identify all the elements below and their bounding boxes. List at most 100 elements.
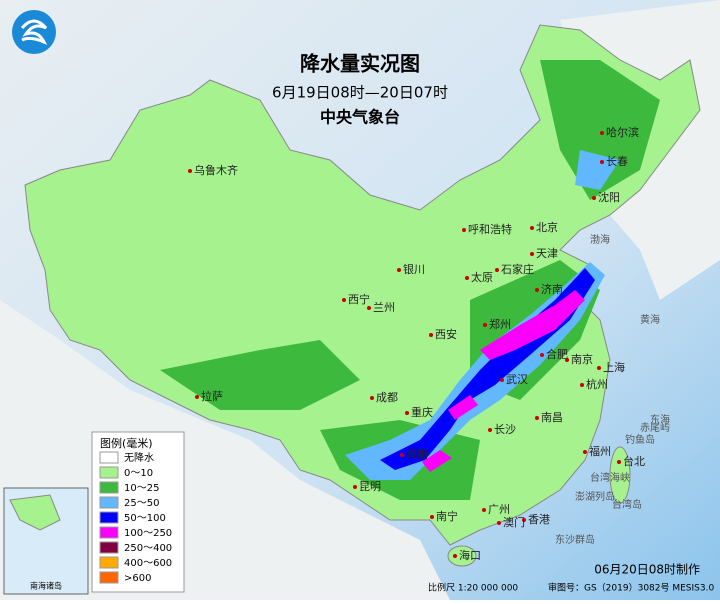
place-label: 钓鱼岛 (625, 433, 655, 446)
city-label: 长沙 (494, 423, 516, 436)
place-label: 赤尾屿 (640, 422, 670, 434)
inset-land (9, 494, 61, 531)
city-dot (483, 323, 487, 327)
city-dot (580, 383, 584, 387)
city-dot (370, 396, 374, 400)
legend-swatch (99, 451, 119, 464)
city-label: 石家庄 (501, 262, 534, 276)
rain-100-250 (422, 290, 585, 472)
legend-label: 25～50 (124, 498, 159, 509)
city-dot (617, 460, 621, 464)
city-dot (353, 485, 357, 489)
place-label: 东海 (650, 413, 670, 426)
inset-title: 南海诸岛 (30, 581, 62, 591)
city-dot (465, 276, 469, 280)
agency: 中央气象台 (320, 108, 400, 127)
city-label: 兰州 (373, 301, 395, 314)
city-dot (400, 453, 404, 457)
made-time: 06月20日08时制作 (594, 563, 700, 577)
city-label: 济南 (541, 282, 563, 296)
legend-label: 100～250 (124, 528, 172, 539)
legend-label: 0～10 (124, 468, 153, 479)
city-dot (495, 268, 499, 272)
city-dot (522, 518, 526, 522)
city-dot (188, 169, 192, 173)
city-label: 南昌 (541, 411, 563, 424)
city-dot (195, 395, 199, 399)
place-label: 黄海 (640, 313, 660, 326)
city-label: 上海 (603, 360, 625, 374)
legend-swatch (99, 556, 119, 569)
city-label: 海口 (459, 548, 481, 562)
city-label: 昆明 (359, 480, 381, 493)
legend-swatch (99, 466, 119, 479)
city-dot (540, 353, 544, 357)
city-dot (482, 508, 486, 512)
legend-label: 10～25 (124, 483, 159, 494)
legend-label: 400～600 (124, 558, 172, 569)
city-label: 澳门 (503, 515, 525, 529)
legend-swatch (99, 481, 119, 494)
city-dot (462, 228, 466, 232)
city-label: 西宁 (348, 292, 370, 306)
city-label: 呼和浩特 (468, 222, 512, 236)
city-label: 杭州 (586, 377, 608, 391)
subtitle: 6月19日08时—20日07时 (272, 84, 448, 102)
city-label: 哈尔滨 (606, 125, 639, 139)
city-label: 重庆 (411, 405, 433, 419)
city-dot (453, 554, 457, 558)
legend-swatch (99, 496, 119, 509)
city-label: 成都 (376, 391, 398, 404)
city-label: 合肥 (546, 347, 568, 361)
city-dot (500, 378, 504, 382)
city-dot (342, 298, 346, 302)
city-label: 天津 (536, 247, 558, 260)
legend-swatch (99, 511, 119, 524)
city-label: 福州 (589, 444, 611, 458)
city-dot (397, 268, 401, 272)
city-label: 长春 (606, 155, 628, 168)
city-dot (488, 428, 492, 432)
city-label: 西安 (435, 327, 457, 341)
place-label: 渤海 (590, 233, 610, 246)
legend-label: 50～100 (124, 513, 166, 524)
city-label: 太原 (471, 271, 493, 284)
city-dot (405, 411, 409, 415)
city-label: 贵阳 (406, 448, 428, 461)
city-dot (600, 160, 604, 164)
city-label: 北京 (536, 220, 558, 234)
review-number: 审图号：GS（2019）3082号 MESIS3.0 (548, 582, 714, 594)
city-label: 台北 (623, 454, 645, 468)
city-label: 南宁 (436, 509, 458, 523)
city-dot (367, 306, 371, 310)
city-label: 郑州 (489, 317, 511, 331)
city-label: 武汉 (506, 373, 528, 386)
city-dot (497, 521, 501, 525)
hainan (447, 545, 477, 567)
city-label: 南京 (571, 352, 593, 366)
title: 降水量实况图 (300, 52, 420, 76)
city-dot (565, 358, 569, 362)
city-label: 银川 (403, 262, 425, 276)
place-label: 澎湖列岛 (575, 490, 615, 503)
city-dot (535, 288, 539, 292)
city-label: 沈阳 (598, 190, 620, 204)
city-dot (430, 515, 434, 519)
taiwan (609, 446, 631, 504)
city-label: 香港 (528, 513, 550, 526)
place-label: 台湾海峡 (590, 471, 630, 484)
logo-mark (20, 19, 48, 45)
city-label: 拉萨 (201, 389, 223, 403)
legend-swatch (99, 526, 119, 539)
city-dot (429, 333, 433, 337)
legend-label: 250～400 (124, 543, 172, 554)
place-label: 台湾岛 (612, 498, 642, 511)
city-dot (530, 226, 534, 230)
legend-label: >600 (124, 573, 151, 584)
city-dot (530, 252, 534, 256)
legend-label: 无降水 (124, 451, 154, 464)
place-label: 东沙群岛 (555, 533, 595, 546)
city-dot (535, 416, 539, 420)
city-label: 广州 (488, 503, 510, 516)
